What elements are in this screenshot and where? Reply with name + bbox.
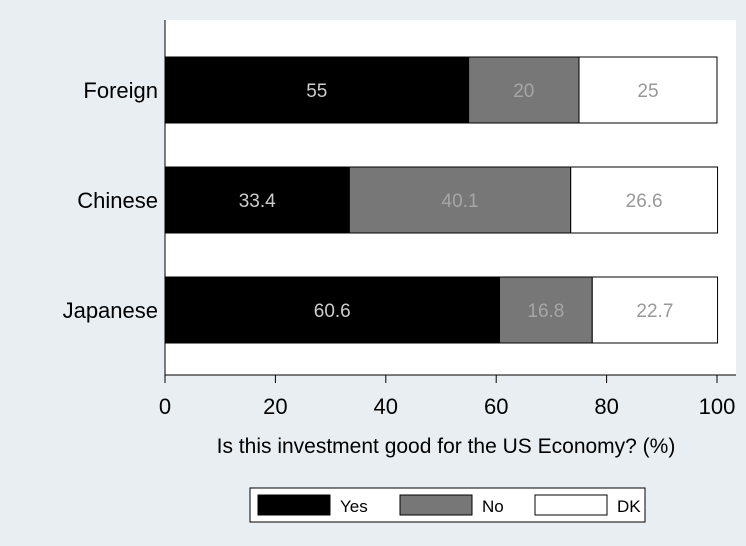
category-label-japanese: Japanese	[63, 298, 158, 323]
legend-swatch-yes	[257, 494, 331, 516]
x-tick-label: 0	[159, 394, 171, 419]
data-label-yes-chinese: 33.4	[239, 191, 276, 212]
bar-dk-chinese	[570, 166, 719, 234]
bar-yes-chinese	[164, 166, 350, 234]
data-label-yes-japanese: 60.6	[314, 301, 351, 322]
data-label-dk-japanese: 22.7	[636, 301, 673, 322]
legend-label-yes: Yes	[340, 497, 368, 516]
data-label-yes-foreign: 55	[306, 81, 327, 102]
bar-dk-foreign	[578, 56, 718, 124]
data-label-dk-foreign: 25	[637, 81, 658, 102]
category-labels-group: Foreign Chinese Japanese	[63, 78, 158, 323]
data-label-no-chinese: 40.1	[442, 191, 479, 212]
bar-dk-japanese	[591, 276, 719, 344]
x-tick-label: 80	[594, 394, 618, 419]
bar-yes-japanese	[164, 276, 501, 344]
x-tick-label: 20	[263, 394, 287, 419]
data-label-no-foreign: 20	[513, 81, 534, 102]
x-tick-label: 60	[484, 394, 508, 419]
legend-label-no: No	[482, 497, 504, 516]
bar-yes-foreign	[164, 56, 470, 124]
data-label-dk-chinese: 26.6	[626, 191, 663, 212]
legend-swatch-no	[399, 494, 473, 516]
x-ticks-group: 0 20 40 60 80 100	[159, 375, 735, 419]
x-axis-title: Is this investment good for the US Econo…	[217, 435, 676, 458]
bar-no-chinese	[348, 166, 572, 234]
category-label-foreign: Foreign	[83, 78, 158, 103]
x-tick-label: 100	[699, 394, 736, 419]
bars-group	[164, 56, 719, 344]
category-label-chinese: Chinese	[77, 188, 158, 213]
x-tick-label: 40	[374, 394, 398, 419]
data-label-no-japanese: 16.8	[527, 301, 564, 322]
legend-label-dk: DK	[617, 497, 641, 516]
value-labels-group: 55 20 25 33.4 40.1 26.6 60.6 16.8 22.7	[239, 81, 674, 322]
bar-no-japanese	[499, 276, 593, 344]
legend: Yes No DK	[257, 494, 641, 516]
legend-swatch-dk	[534, 494, 608, 516]
bar-no-foreign	[468, 56, 580, 124]
